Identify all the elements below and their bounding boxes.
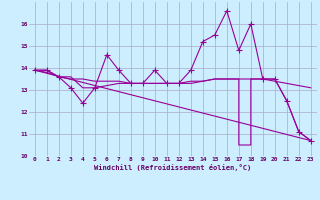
X-axis label: Windchill (Refroidissement éolien,°C): Windchill (Refroidissement éolien,°C)	[94, 164, 252, 171]
